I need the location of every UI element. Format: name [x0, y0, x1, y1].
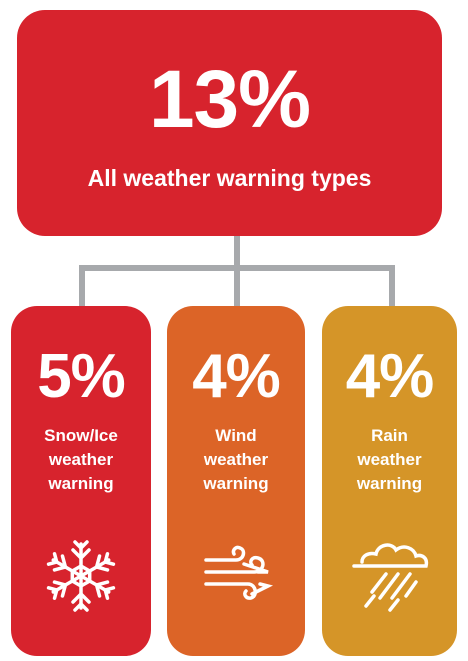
wind-percent: 4%: [192, 342, 281, 411]
wind-icon: [204, 545, 274, 600]
total-label: All weather warning types: [87, 165, 372, 191]
snowflake-icon: [46, 540, 116, 612]
snow-ice-warning-card: 5% Snow/Ice weather warning: [11, 306, 151, 656]
wind-warning-card: 4% Wind weather warning: [167, 306, 305, 656]
snow-ice-percent: 5%: [37, 342, 126, 411]
rain-cloud-icon: [351, 543, 428, 612]
rain-warning-card: 4% Rain weather warning: [322, 306, 457, 656]
wind-label: Wind weather warning: [203, 426, 269, 493]
rain-label: Rain weather warning: [356, 426, 423, 493]
total-warning-box: 13% All weather warning types: [17, 10, 442, 236]
rain-percent: 4%: [345, 342, 435, 411]
snow-ice-label: Snow/Ice weather warning: [44, 426, 118, 493]
total-percent: 13%: [148, 54, 311, 145]
